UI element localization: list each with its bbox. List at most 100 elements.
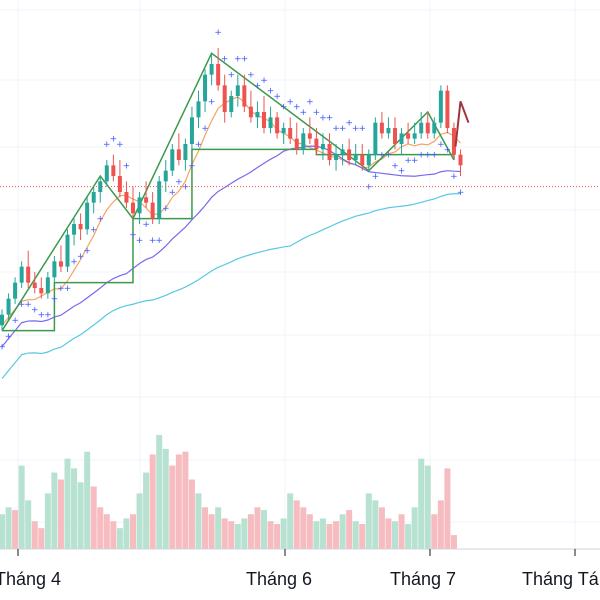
candle-body	[353, 154, 358, 160]
sar-dot: +	[365, 183, 373, 193]
candle-body	[399, 133, 404, 144]
sar-dot: +	[221, 55, 229, 65]
sar-dot: +	[142, 220, 150, 230]
x-axis-ticks	[17, 549, 576, 556]
volume-bar	[247, 514, 254, 549]
sar-dot: +	[77, 252, 85, 262]
candle-body	[98, 181, 103, 192]
sar-dot: +	[313, 108, 321, 118]
volume-bar	[385, 518, 392, 549]
volume-bar	[12, 510, 19, 549]
volume-bar	[221, 518, 228, 549]
candle-body	[347, 149, 352, 160]
sar-dot: +	[116, 140, 124, 150]
volume-bar	[71, 468, 78, 549]
sar-dot: +	[96, 215, 104, 225]
candle-body	[58, 261, 63, 267]
volume-bar	[25, 500, 32, 549]
month-label-next: Tháng Tá	[522, 569, 600, 589]
volume-bar	[156, 435, 163, 549]
sar-dot: +	[123, 161, 131, 171]
sar-dot: +	[51, 295, 59, 305]
sar-dot: +	[169, 188, 177, 198]
candle-body	[26, 266, 31, 283]
month-label-july: Tháng 7	[390, 569, 456, 589]
sar-dot: +	[391, 161, 399, 171]
volume-bar	[84, 451, 91, 549]
volume-bar	[241, 518, 248, 549]
volume-bar	[392, 521, 398, 549]
candle-body	[255, 112, 260, 118]
volume-bar	[306, 514, 313, 549]
sar-dot: +	[64, 284, 72, 294]
candle-body	[137, 197, 142, 214]
volume-bar	[333, 521, 340, 549]
sar-dot: +	[136, 236, 144, 246]
volume-bar	[378, 507, 385, 549]
sar-dot: +	[411, 156, 419, 166]
sar-dot: +	[175, 177, 183, 187]
volume-bar	[90, 486, 97, 549]
volume-bar	[274, 523, 281, 549]
sar-dot: +	[129, 231, 137, 241]
candle-body	[340, 149, 345, 155]
sar-dot: +	[345, 119, 353, 129]
volume-bar	[450, 535, 457, 549]
volume-bar	[169, 465, 176, 549]
candle-body	[52, 261, 57, 278]
moving-averages	[1, 96, 461, 380]
sar-dot: +	[247, 71, 255, 81]
sar-dot: +	[457, 188, 465, 198]
volume-bar	[143, 472, 150, 549]
volume-bar	[346, 510, 353, 549]
volume-bars	[0, 435, 457, 549]
candle-body	[327, 144, 332, 160]
sar-dot: +	[300, 108, 308, 118]
candle-body	[432, 122, 437, 134]
sar-dot: +	[417, 151, 425, 161]
candle-body	[366, 154, 371, 166]
candle-body	[32, 282, 37, 288]
sar-dot: +	[260, 76, 268, 86]
candle-body	[373, 122, 378, 155]
volume-bar	[405, 523, 412, 549]
sar-dot: +	[306, 97, 314, 107]
volume-bar	[359, 523, 366, 549]
candle-body	[248, 106, 253, 118]
volume-bar	[280, 518, 287, 549]
volume-bar	[188, 479, 195, 549]
candle-body	[19, 266, 24, 283]
sar-dot: +	[267, 87, 275, 97]
volume-bar	[418, 458, 425, 549]
candle-body	[124, 192, 129, 203]
volume-bar	[44, 493, 51, 549]
sar-dot: +	[195, 140, 203, 150]
candle-body	[281, 128, 286, 134]
candle-body	[419, 122, 424, 134]
volume-bar	[77, 482, 84, 549]
candle-body	[262, 112, 266, 128]
sar-dot: +	[273, 92, 281, 102]
volume-bar	[444, 468, 451, 549]
candle-body	[393, 128, 397, 144]
sar-dot: +	[234, 55, 242, 65]
sar-dot: +	[162, 204, 170, 214]
candle-body	[150, 202, 155, 219]
candle-body	[379, 122, 384, 134]
volume-bar	[110, 521, 117, 549]
volume-bar	[365, 493, 372, 549]
volume-bar	[352, 521, 359, 549]
volume-bar	[339, 514, 346, 549]
sar-dot: +	[444, 145, 452, 155]
candle-body	[334, 154, 339, 160]
sar-dot: +	[280, 103, 288, 113]
volume-bar	[51, 472, 58, 549]
candle-body	[268, 117, 273, 128]
sar-dot: +	[182, 183, 190, 193]
sar-dot: +	[293, 103, 301, 113]
candle-body	[294, 138, 299, 150]
volume-bar	[64, 458, 71, 549]
sar-dot: +	[286, 97, 294, 107]
